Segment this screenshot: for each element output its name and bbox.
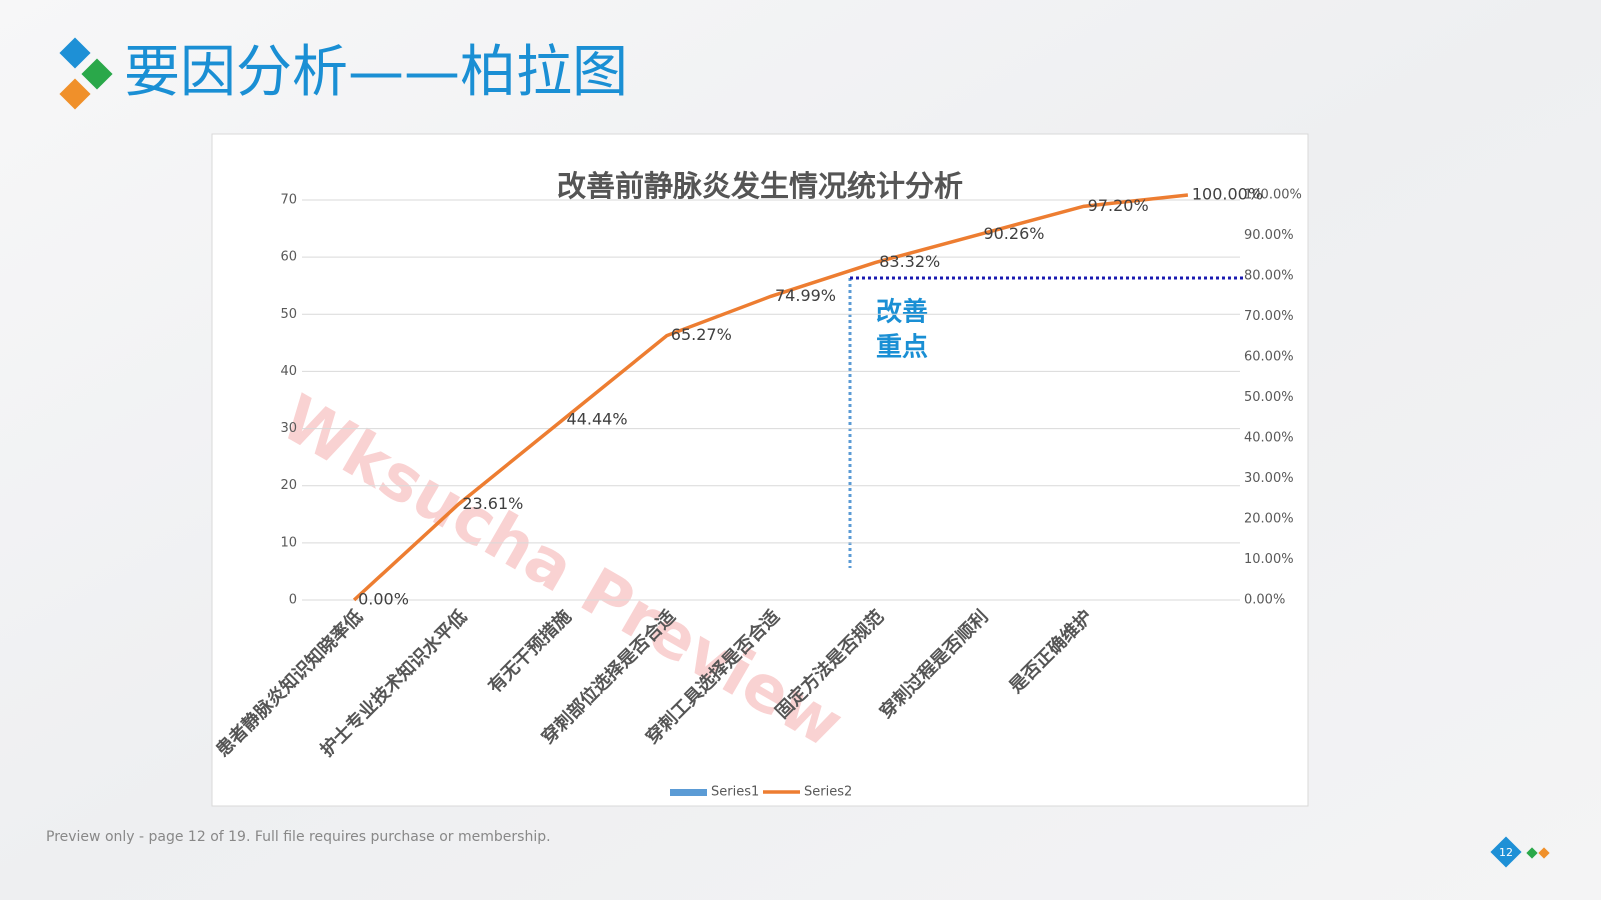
y2-tick-label: 50.00% [1244, 390, 1294, 405]
y-tick-label: 20 [280, 478, 297, 493]
y-tick-label: 50 [280, 307, 297, 322]
data-label: 65.27% [671, 325, 732, 344]
y-tick-label: 10 [280, 535, 297, 550]
y2-tick-label: 60.00% [1244, 350, 1294, 365]
chart-area [211, 133, 1309, 807]
annotation: 改善 [876, 297, 928, 328]
chart-title: 改善前静脉炎发生情况统计分析 [557, 169, 963, 203]
y-tick-label: 40 [280, 364, 297, 379]
logo-diamond [81, 58, 113, 90]
logo-diamond [59, 37, 91, 69]
page-badge-dot [1538, 847, 1550, 859]
series-line [352, 193, 1189, 602]
y2-tick-label: 70.00% [1244, 309, 1294, 324]
y-tick-label: 30 [280, 421, 297, 436]
logo-diamond [59, 78, 91, 110]
legend-label: Series2 [804, 785, 852, 800]
data-label: 90.26% [983, 224, 1044, 243]
page-badge-dot [1526, 847, 1538, 859]
y-tick-label: 60 [280, 250, 297, 265]
y2-tick-label: 10.00% [1244, 552, 1294, 567]
y2-tick-label: 40.00% [1244, 431, 1294, 446]
page-number: 12 [1499, 846, 1513, 859]
y-tick-label: 0 [289, 593, 297, 608]
data-label: 100.00% [1192, 185, 1263, 204]
data-label: 83.32% [879, 252, 940, 271]
legend-label: Series1 [711, 785, 759, 800]
annotation: 重点 [876, 332, 928, 363]
y2-tick-label: 20.00% [1244, 512, 1294, 527]
data-label: 44.44% [567, 410, 628, 429]
y2-tick-label: 80.00% [1244, 269, 1294, 284]
footer: Preview only - page 12 of 19. Full file … [46, 829, 551, 845]
data-label: 23.61% [462, 494, 523, 513]
data-label: 74.99% [775, 286, 836, 305]
legend-swatch [670, 789, 707, 796]
y-tick-label: 70 [280, 193, 297, 208]
data-label: 97.20% [1088, 196, 1149, 215]
y2-tick-label: 100.00% [1244, 188, 1302, 203]
y2-tick-label: 90.00% [1244, 228, 1294, 243]
data-label: 0.00% [358, 590, 409, 609]
y2-tick-label: 0.00% [1244, 593, 1285, 608]
y2-tick-label: 30.00% [1244, 471, 1294, 486]
slide-title: 要因分析——柏拉图 [124, 40, 628, 105]
